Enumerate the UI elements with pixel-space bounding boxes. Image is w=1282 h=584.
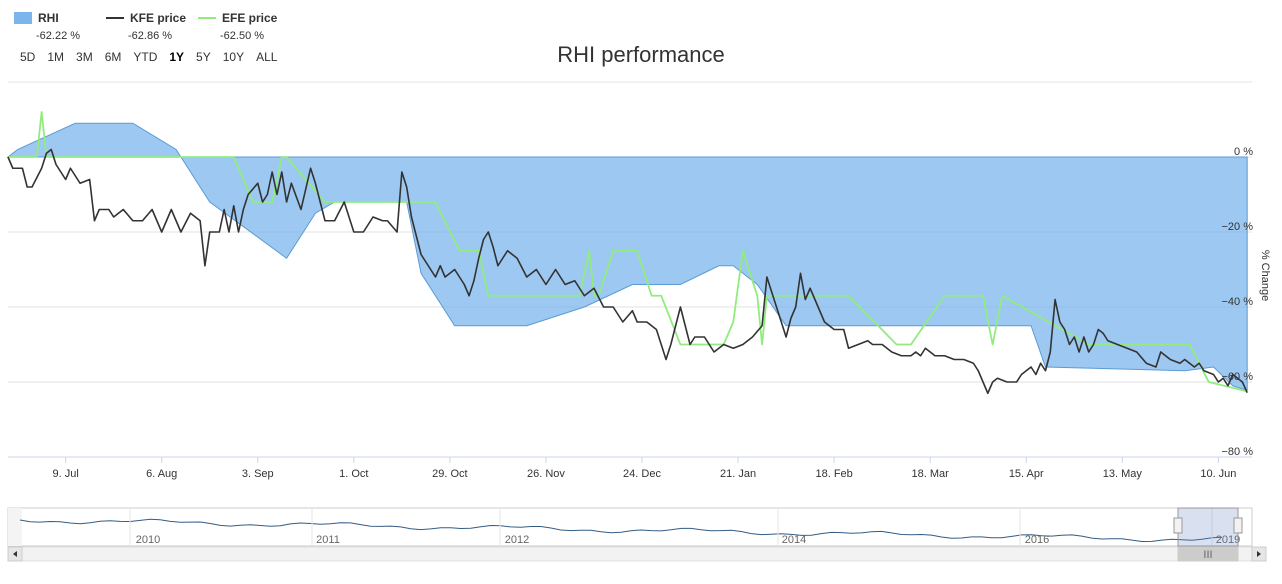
y-tick-label: −20 % xyxy=(1222,221,1254,233)
range-button-1y[interactable]: 1Y xyxy=(169,50,185,64)
y-tick-label: −40 % xyxy=(1222,296,1254,308)
x-tick-label: 13. May xyxy=(1103,468,1143,480)
x-tick-label: 6. Aug xyxy=(146,468,177,480)
range-button-6m[interactable]: 6M xyxy=(104,50,122,64)
y-tick-label: −80 % xyxy=(1222,446,1254,458)
navigator-selection[interactable] xyxy=(1177,507,1239,547)
navigator-year-label: 2012 xyxy=(505,534,529,546)
navigator-year-label: 2019 xyxy=(1216,534,1240,546)
range-button-3m[interactable]: 3M xyxy=(76,50,93,64)
x-tick-label: 10. Jun xyxy=(1200,468,1236,480)
legend-item[interactable]: EFE price -62.50 % xyxy=(198,10,290,42)
y-tick-label: 0 % xyxy=(1234,146,1253,158)
arrow-right-icon xyxy=(1257,551,1261,557)
navigator-right-handle[interactable] xyxy=(1233,517,1243,534)
navigator-left-gutter xyxy=(8,508,22,546)
scrollbar-track[interactable] xyxy=(7,546,1265,562)
x-tick-label: 9. Jul xyxy=(52,468,78,480)
range-button-ytd[interactable]: YTD xyxy=(133,50,158,64)
range-button-all[interactable]: ALL xyxy=(256,50,278,64)
x-tick-label: 18. Mar xyxy=(912,468,950,480)
navigator-year-label: 2014 xyxy=(782,534,806,546)
x-tick-label: 29. Oct xyxy=(432,468,467,480)
series-line-kfe-price xyxy=(7,148,1248,395)
series-area-rhi xyxy=(6,122,1248,392)
x-tick-label: 3. Sep xyxy=(242,468,274,480)
x-tick-label: 26. Nov xyxy=(527,468,565,480)
range-button-5y[interactable]: 5Y xyxy=(196,50,211,64)
range-button-10y[interactable]: 10Y xyxy=(222,50,245,64)
series-line-efe-price xyxy=(8,111,1248,393)
navigator-year-label: 2011 xyxy=(316,534,340,546)
legend-item[interactable]: KFE price -62.86 % xyxy=(106,10,198,42)
navigator-year-label: 2016 xyxy=(1025,534,1049,546)
legend-name: KFE price xyxy=(130,11,187,25)
range-button-1m[interactable]: 1M xyxy=(47,50,65,64)
legend-value: -62.22 % xyxy=(36,30,81,42)
legend-name: RHI xyxy=(38,11,59,25)
legend-item[interactable]: RHI -62.22 % xyxy=(14,10,106,42)
navigator-frame xyxy=(7,507,1253,547)
scrollbar-grip: III xyxy=(1203,549,1212,561)
x-tick-label: 21. Jan xyxy=(720,468,756,480)
y-tick-label: −60 % xyxy=(1222,371,1254,383)
legend-symbol xyxy=(198,17,216,19)
y-axis-label: % Change xyxy=(1259,250,1271,301)
navigator-series-line xyxy=(19,518,1223,543)
x-tick-label: 1. Oct xyxy=(339,468,368,480)
legend-symbol xyxy=(106,17,124,19)
legend-name: EFE price xyxy=(222,11,278,25)
chart-title: RHI performance xyxy=(557,42,725,67)
navigator-year-label: 2010 xyxy=(136,534,160,546)
x-tick-label: 15. Apr xyxy=(1009,468,1044,480)
legend-value: -62.50 % xyxy=(220,30,265,42)
x-tick-label: 24. Dec xyxy=(623,468,661,480)
x-tick-label: 18. Feb xyxy=(815,468,852,480)
navigator-left-handle[interactable] xyxy=(1173,517,1183,534)
legend-symbol xyxy=(14,12,32,24)
range-selector: 5D 1M 3M 6M YTD 1Y 5Y 10Y ALL xyxy=(14,50,283,64)
legend: RHI -62.22 % KFE price -62.86 % EFE price -62… xyxy=(14,10,290,42)
arrow-left-icon xyxy=(13,551,17,557)
range-button-5d[interactable]: 5D xyxy=(20,50,36,64)
legend-value: -62.86 % xyxy=(128,30,173,42)
scrollbar-thumb[interactable] xyxy=(1177,546,1239,562)
